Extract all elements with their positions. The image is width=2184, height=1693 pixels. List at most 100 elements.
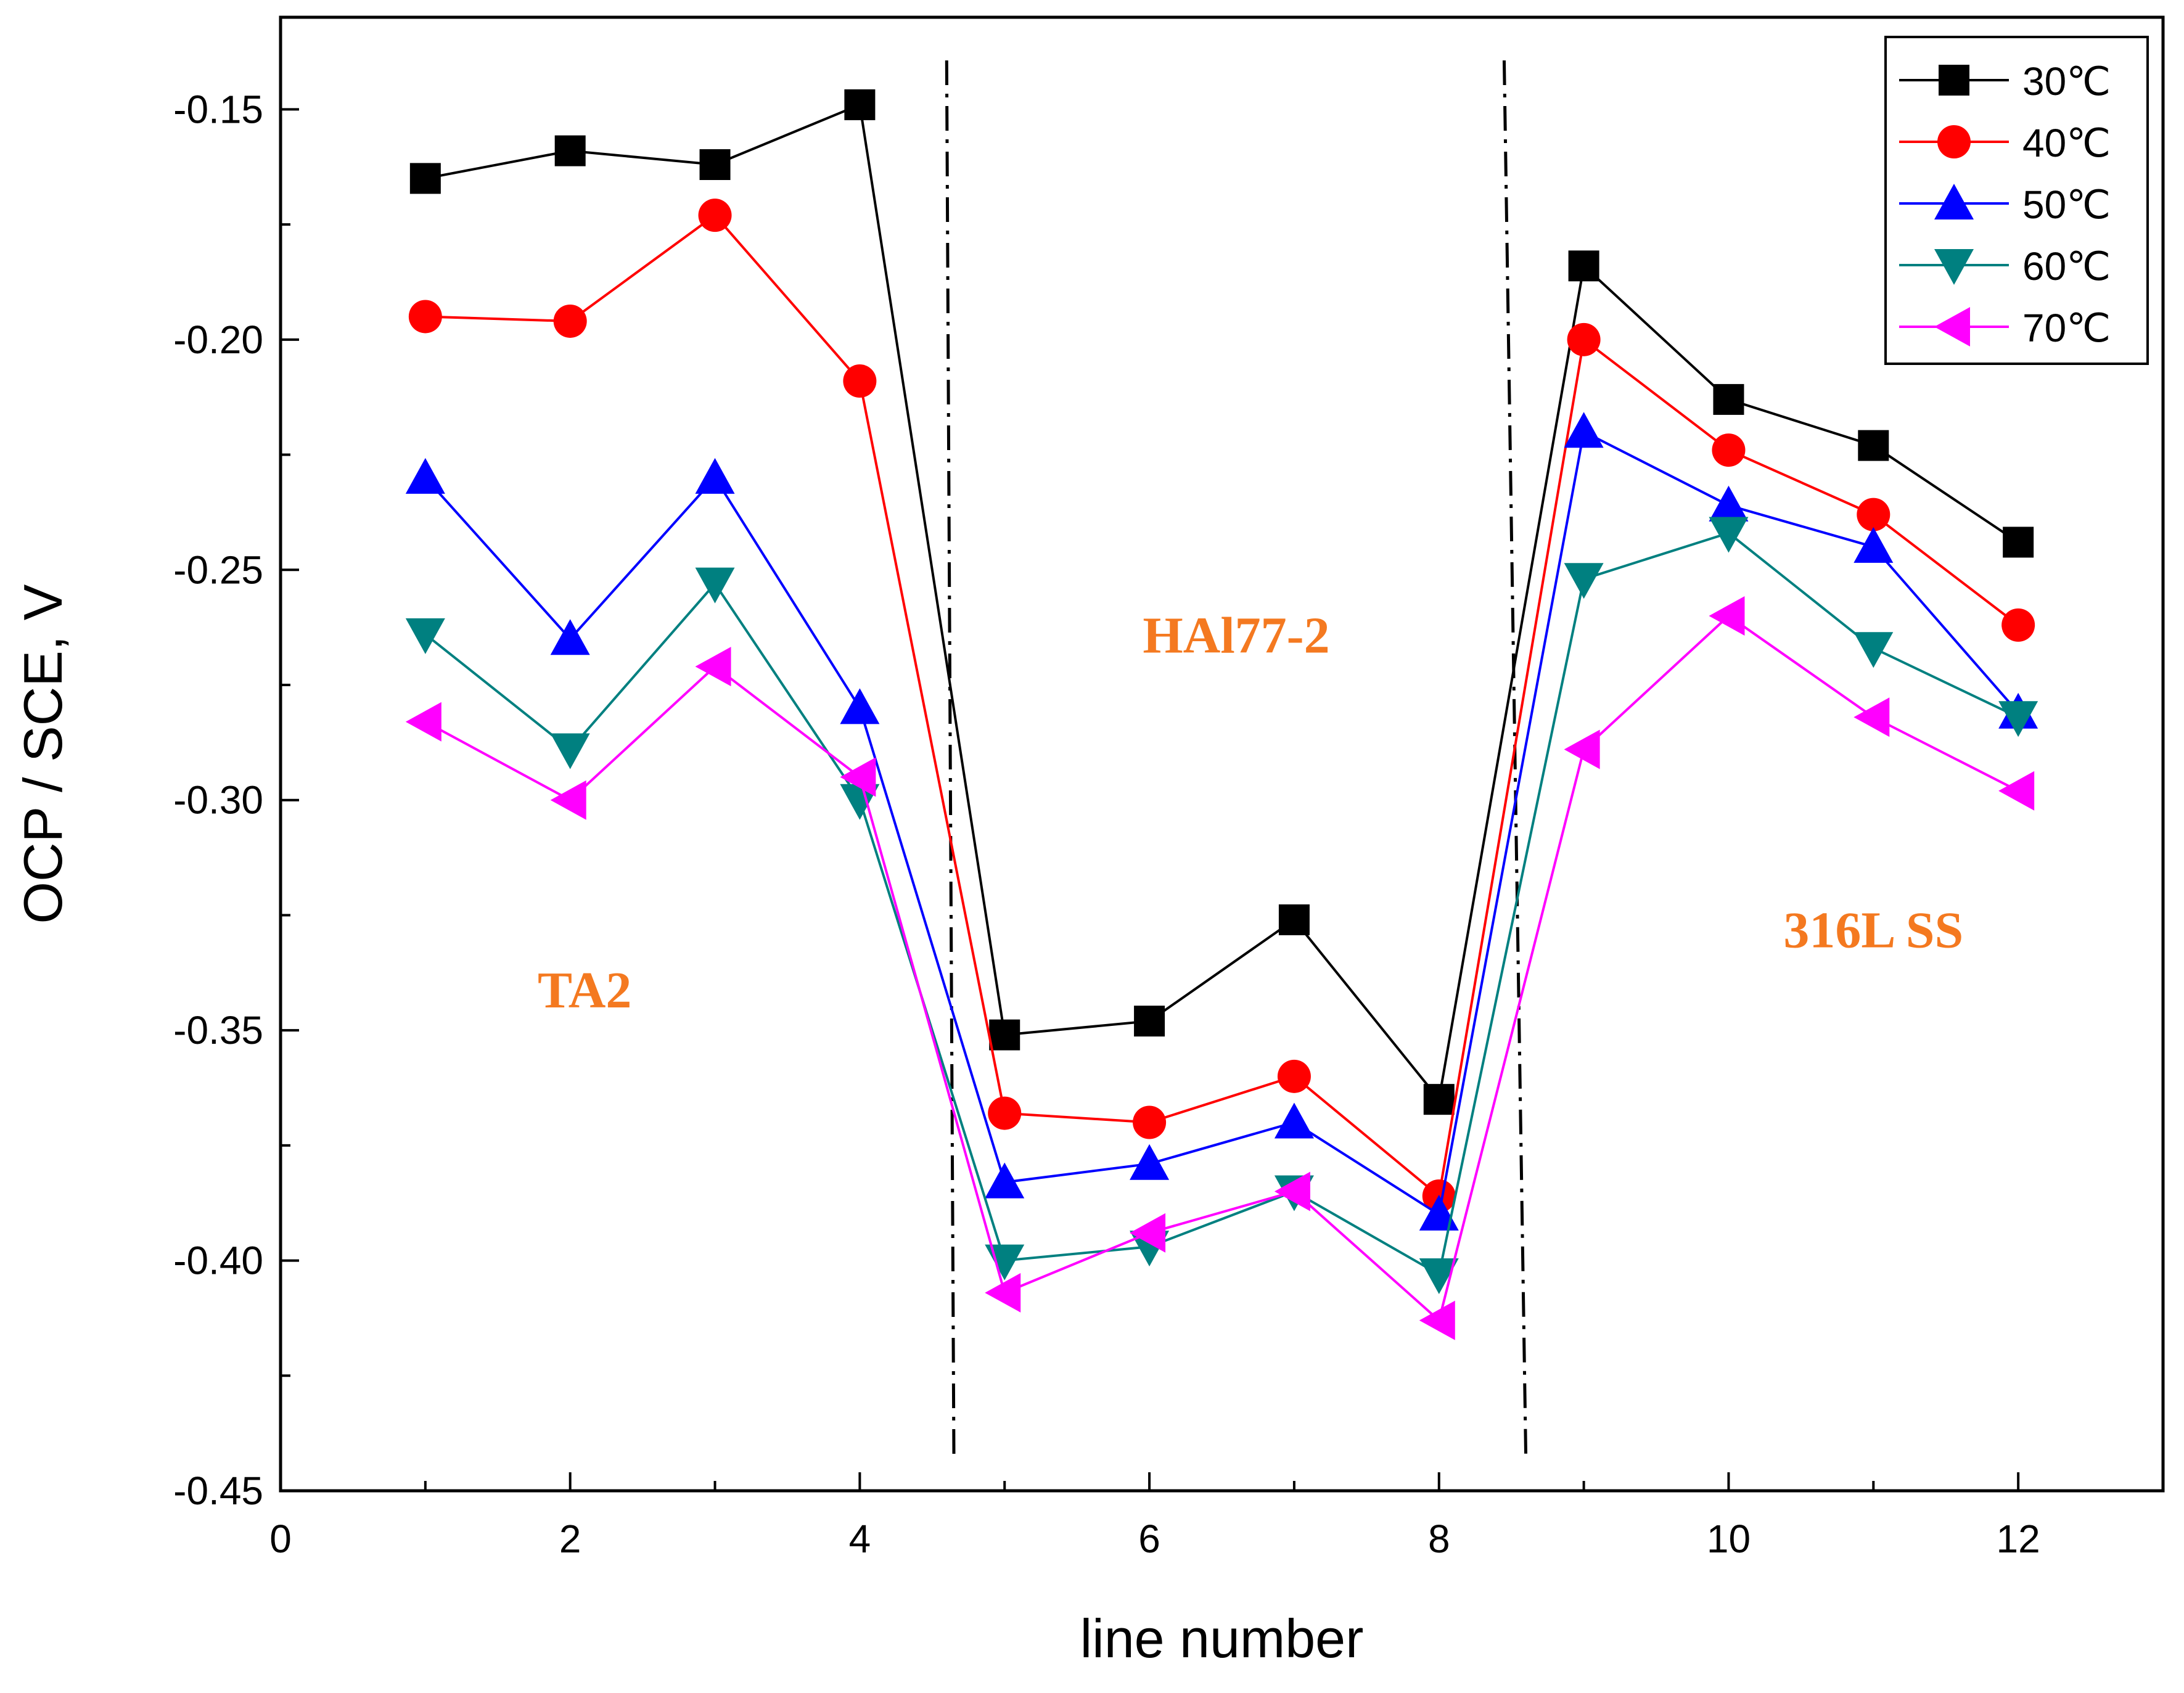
data-point-square — [1858, 430, 1889, 461]
data-point-triangle-left — [1709, 596, 1745, 636]
data-point-square — [1134, 1006, 1165, 1037]
data-point-triangle-left — [840, 757, 876, 797]
data-point-circle — [408, 300, 442, 334]
data-point-square — [2003, 527, 2034, 558]
region-divider — [1502, 60, 1528, 1461]
y-tick-label: -0.30 — [173, 778, 263, 822]
data-point-triangle-left — [695, 647, 731, 687]
data-point-triangle-down — [1709, 517, 1749, 553]
data-point-square — [699, 149, 731, 180]
y-tick-label: -0.40 — [173, 1239, 263, 1283]
data-point-triangle-down — [1564, 563, 1604, 599]
y-axis-title: OCP / SCE, V — [12, 584, 73, 924]
region-label: HAl77-2 — [1143, 607, 1329, 665]
series-1 — [409, 89, 2034, 1115]
data-point-square — [844, 89, 876, 120]
data-point-square — [1713, 383, 1744, 415]
data-point-triangle-down — [1934, 249, 1974, 285]
series-line — [425, 213, 2019, 1199]
data-point-triangle-left — [405, 702, 441, 742]
legend-box — [1884, 36, 2149, 365]
y-tick-label: -0.35 — [173, 1008, 263, 1052]
data-point-triangle-down — [1998, 701, 2038, 737]
plot-frame — [279, 15, 2165, 1493]
y-tick-label: -0.20 — [173, 318, 263, 362]
region-divider — [945, 60, 956, 1461]
data-point-circle — [2001, 608, 2035, 642]
data-point-square — [554, 135, 586, 166]
data-point-circle — [843, 364, 877, 398]
data-point-circle — [988, 1096, 1022, 1130]
data-point-triangle-down — [1854, 632, 1894, 668]
data-point-triangle-down — [550, 733, 590, 769]
data-point-square — [1278, 904, 1310, 935]
data-point-triangle-up — [695, 457, 735, 494]
data-point-triangle-up — [1130, 1144, 1170, 1180]
legend-entry: 40℃ — [1899, 121, 2111, 165]
data-point-circle — [553, 304, 587, 338]
legend-label: 50℃ — [2022, 182, 2111, 227]
x-tick-label: 2 — [559, 1517, 581, 1561]
data-point-triangle-left — [1854, 697, 1890, 737]
legend-entry: 30℃ — [1899, 59, 2111, 104]
legend-entry: 70℃ — [1899, 306, 2111, 350]
legend-label: 30℃ — [2022, 59, 2111, 104]
x-tick-label: 4 — [849, 1517, 871, 1561]
y-tick-label: -0.15 — [173, 87, 263, 131]
data-point-circle — [1857, 498, 1890, 531]
data-point-triangle-up — [550, 619, 590, 655]
data-point-circle — [1567, 322, 1601, 356]
legend-label: 60℃ — [2022, 244, 2111, 289]
data-point-triangle-left — [1564, 729, 1600, 769]
data-point-square — [1568, 250, 1599, 282]
series-2 — [408, 199, 2035, 1213]
data-point-square — [1423, 1084, 1455, 1115]
data-point-triangle-up — [405, 457, 445, 494]
region-annotations: TA2 HAl77-2 316L SS — [538, 607, 1963, 1019]
data-point-triangle-up — [1564, 412, 1604, 448]
data-point-circle — [698, 199, 732, 232]
data-point-triangle-down — [695, 567, 735, 604]
series-line — [424, 430, 2019, 1217]
legend-label: 70℃ — [2022, 306, 2111, 350]
data-point-triangle-left — [1934, 307, 1970, 346]
data-point-square — [1939, 65, 1969, 96]
data-point-circle — [1712, 433, 1746, 467]
legend: 30℃ 40℃ 50℃ 60℃ 70℃ — [1884, 36, 2149, 365]
data-point-triangle-up — [985, 1162, 1025, 1199]
region-label: 316L SS — [1783, 902, 1963, 959]
data-point-circle — [1937, 125, 1971, 158]
data-point-square — [989, 1019, 1020, 1051]
data-point-triangle-down — [1419, 1258, 1459, 1294]
data-point-triangle-left — [1419, 1300, 1455, 1340]
series-line — [424, 531, 2019, 1277]
series-line — [425, 103, 2019, 1102]
data-point-triangle-down — [405, 618, 445, 654]
legend-entry: 50℃ — [1899, 182, 2111, 227]
data-point-triangle-left — [1998, 771, 2035, 811]
data-point-triangle-up — [1709, 485, 1749, 522]
region-dividers — [945, 60, 1528, 1461]
data-point-circle — [1133, 1105, 1167, 1139]
region-label: TA2 — [538, 962, 631, 1019]
data-point-triangle-up — [1934, 184, 1974, 219]
data-point-circle — [1277, 1059, 1311, 1093]
axes: 0 2 4 6 8 10 12 -0.45 -0.40 -0.35 -0.30 -0.25 -0.20 -… — [12, 15, 2165, 1669]
legend-entry: 60℃ — [1899, 244, 2111, 289]
data-point-triangle-up — [1274, 1102, 1314, 1139]
series-line — [424, 614, 2019, 1323]
data-point-triangle-left — [1274, 1171, 1310, 1211]
data-point-triangle-up — [1854, 527, 1894, 563]
legend-label: 40℃ — [2022, 121, 2111, 165]
series-layer — [405, 89, 2038, 1340]
y-tick-label: -0.45 — [173, 1469, 263, 1513]
x-tick-label: 10 — [1707, 1517, 1751, 1561]
data-point-triangle-left — [1130, 1213, 1166, 1253]
x-axis-title: line number — [1080, 1608, 1364, 1669]
series-5 — [405, 596, 2035, 1340]
x-tick-label: 12 — [1997, 1517, 2040, 1561]
x-tick-label: 6 — [1138, 1517, 1160, 1561]
x-tick-label: 0 — [269, 1517, 292, 1561]
